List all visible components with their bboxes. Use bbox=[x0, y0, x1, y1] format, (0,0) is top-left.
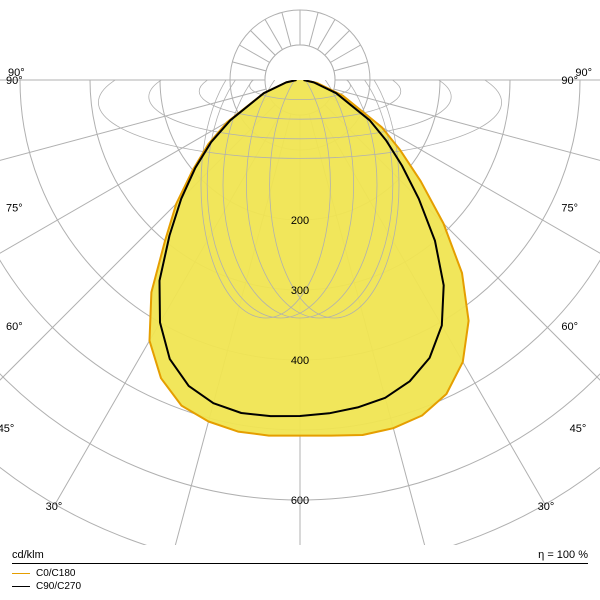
svg-text:60°: 60° bbox=[561, 321, 578, 333]
efficiency-label: η = 100 % bbox=[538, 549, 588, 561]
legend-swatch-c90 bbox=[12, 586, 30, 587]
svg-text:30°: 30° bbox=[538, 501, 555, 513]
svg-text:60°: 60° bbox=[6, 321, 23, 333]
svg-text:90°: 90° bbox=[8, 67, 25, 79]
chart-footer: cd/klm η = 100 % C0/C180 C90/C270 bbox=[12, 549, 588, 592]
svg-text:45°: 45° bbox=[0, 423, 14, 435]
svg-text:45°: 45° bbox=[570, 423, 587, 435]
svg-text:30°: 30° bbox=[46, 501, 63, 513]
polar-photometric-chart: 200 300 400 600 30° 30° 45° 45° 60° 60° 75° 75° 90° 9… bbox=[0, 0, 600, 545]
svg-text:600: 600 bbox=[291, 495, 309, 507]
svg-text:300: 300 bbox=[291, 285, 309, 297]
legend-label-c90: C90/C270 bbox=[36, 581, 81, 592]
legend-item-c0: C0/C180 bbox=[12, 568, 588, 579]
svg-text:400: 400 bbox=[291, 355, 309, 367]
legend-item-c90: C90/C270 bbox=[12, 581, 588, 592]
svg-text:75°: 75° bbox=[561, 202, 578, 214]
svg-text:90°: 90° bbox=[575, 67, 592, 79]
svg-text:200: 200 bbox=[291, 215, 309, 227]
svg-text:75°: 75° bbox=[6, 202, 23, 214]
legend-swatch-c0 bbox=[12, 573, 30, 574]
legend-label-c0: C0/C180 bbox=[36, 568, 75, 579]
unit-label: cd/klm bbox=[12, 549, 44, 561]
